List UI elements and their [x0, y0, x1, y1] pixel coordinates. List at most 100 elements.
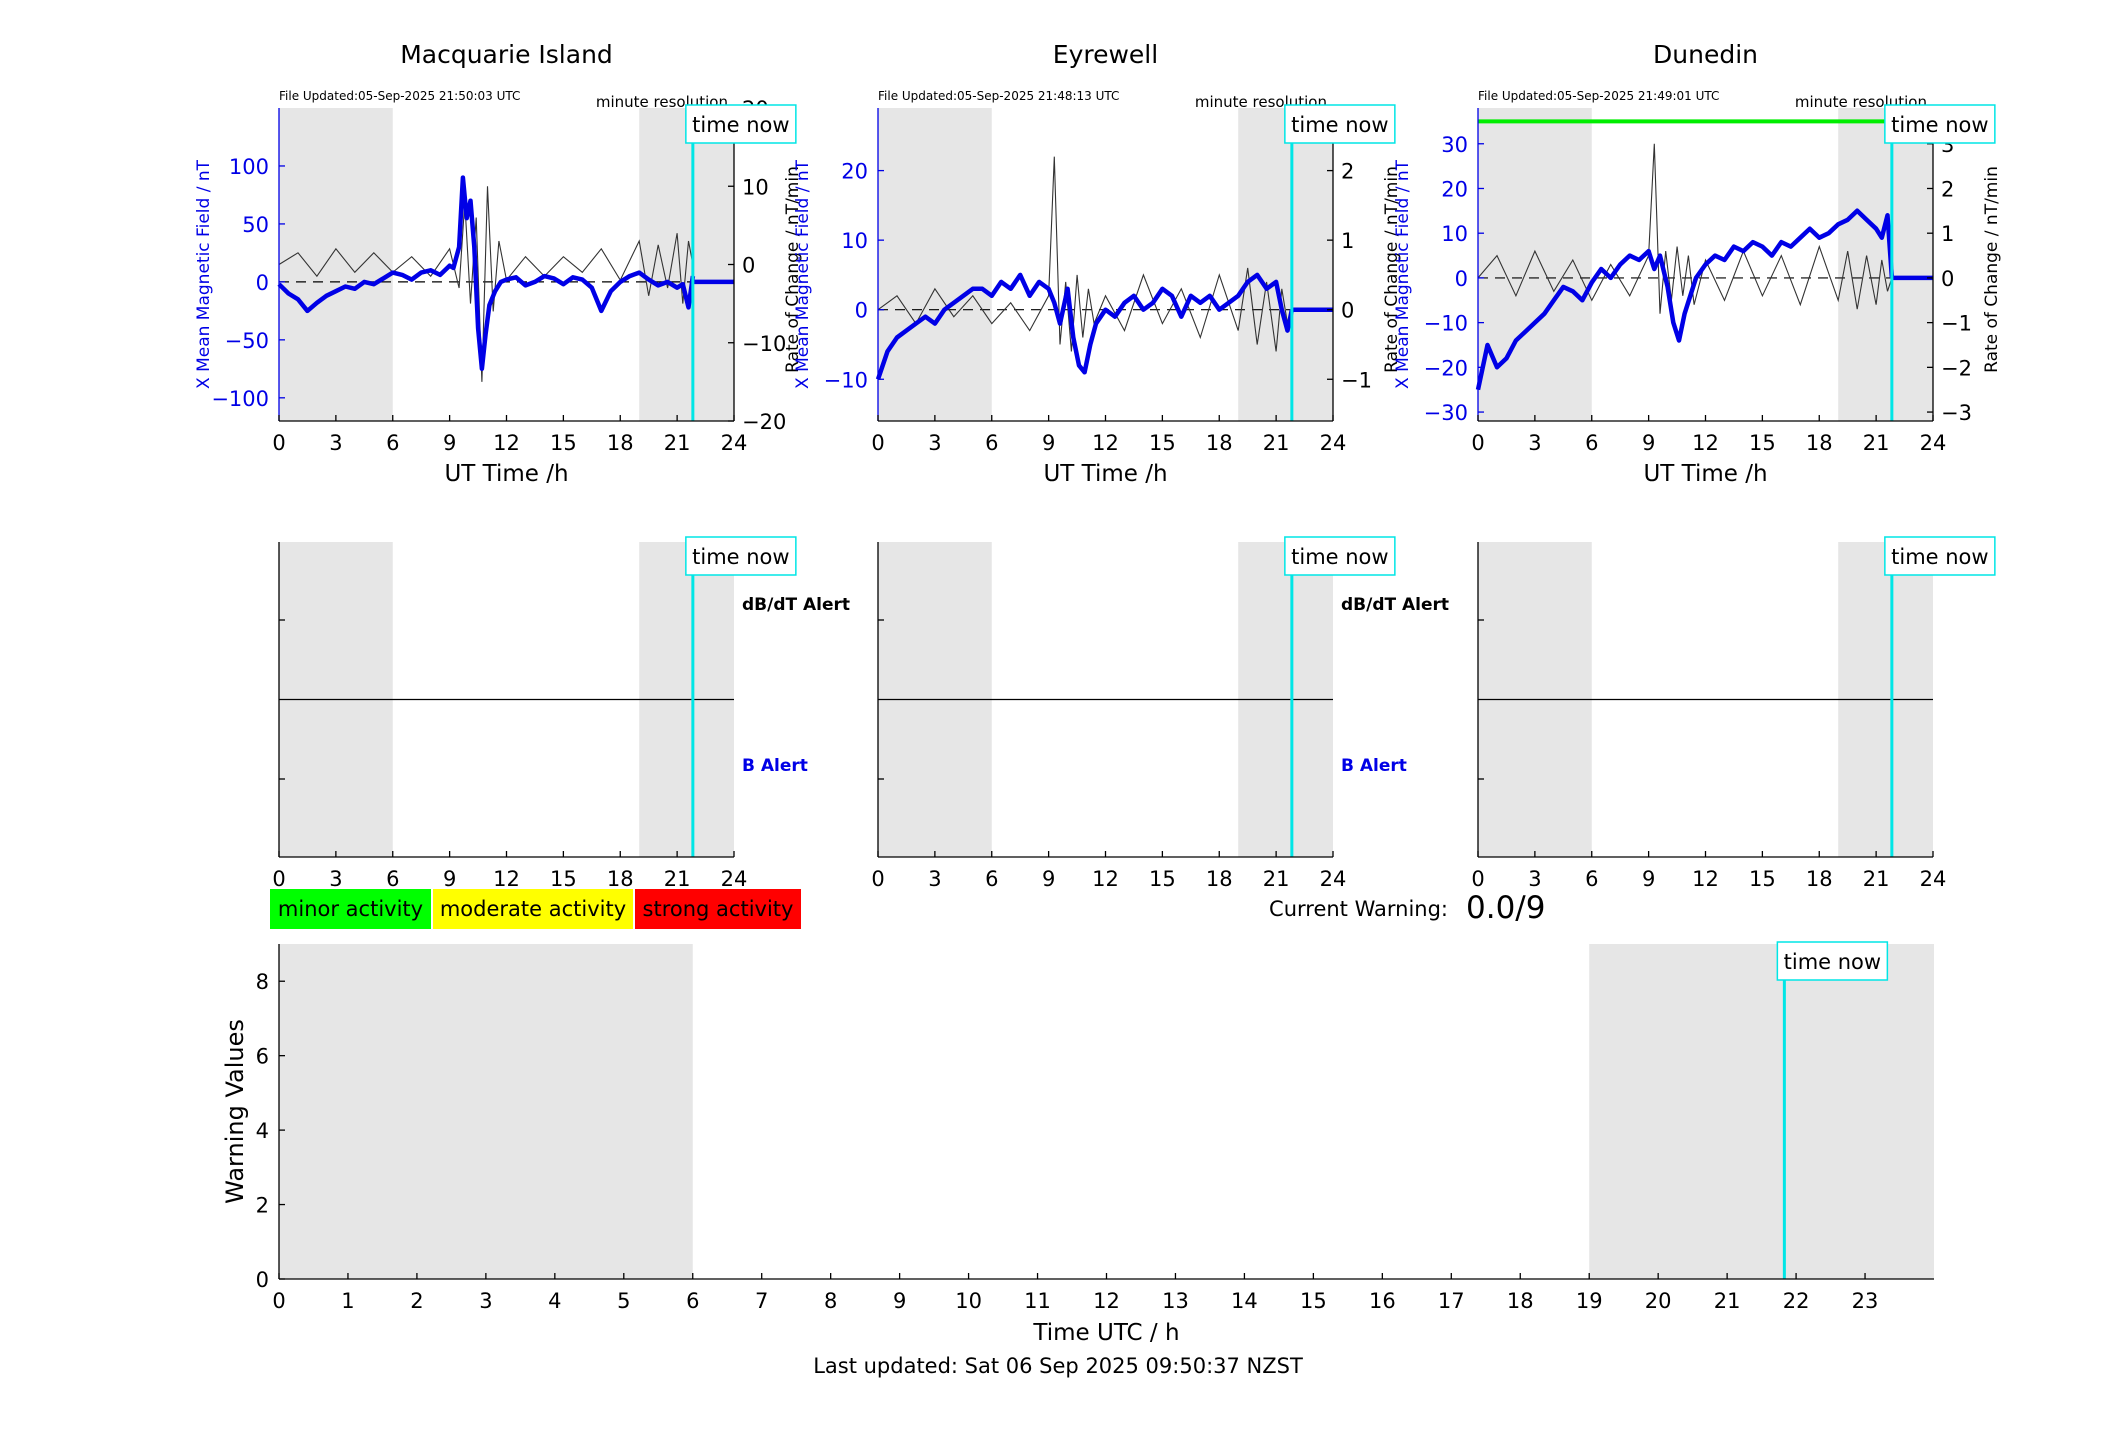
legend-swatch [433, 889, 633, 929]
time-now-label: time now [692, 545, 789, 569]
x-tick-label: 18 [1206, 431, 1233, 455]
station-plot-1: 100500−50−10020100−10−2003691215182124Ma… [194, 40, 803, 487]
y-right-tick-label: 2 [1941, 177, 1954, 201]
x-tick-label: 0 [272, 431, 285, 455]
y-left-tick-label: 0 [855, 299, 868, 323]
x-tick-label: 12 [1092, 431, 1119, 455]
time-now-label: time now [1291, 545, 1388, 569]
y-left-tick-label: 0 [1455, 267, 1468, 291]
y-right-tick-label: 10 [742, 175, 769, 199]
x-tick-label: 0 [272, 867, 285, 891]
y-right-tick-label: −20 [742, 410, 786, 434]
x-tick-label: 21 [1263, 431, 1290, 455]
x-tick-label: 0 [1471, 867, 1484, 891]
shaded-region [279, 944, 693, 1279]
x-tick-label: 15 [1149, 431, 1176, 455]
x-tick-label: 24 [1320, 867, 1347, 891]
x-tick-label: 18 [1206, 867, 1233, 891]
y-right-tick-label: −2 [1941, 356, 1972, 380]
x-tick-label: 2 [410, 1289, 423, 1313]
rate-of-change-series [877, 156, 1293, 352]
x-tick-label: 16 [1369, 1289, 1396, 1313]
x-tick-label: 6 [386, 867, 399, 891]
y-right-tick-label: −3 [1941, 401, 1972, 425]
x-tick-label: 9 [443, 431, 456, 455]
x-field-series [1475, 208, 1895, 391]
y-left-tick-label: −50 [225, 329, 269, 353]
y-left-tick-label: 100 [229, 155, 269, 179]
y-left-tick-label: −20 [1424, 356, 1468, 380]
y-right-tick-label: 0 [1341, 299, 1354, 323]
file-updated-text: File Updated:05-Sep-2025 21:49:01 UTC [1478, 89, 1719, 103]
x-tick-label: 18 [607, 867, 634, 891]
time-now-box [685, 104, 797, 144]
time-now-box [685, 536, 797, 576]
x-tick-label: 15 [1749, 431, 1776, 455]
x-tick-label: 13 [1162, 1289, 1189, 1313]
x-tick-label: 0 [272, 1289, 285, 1313]
x-tick-label: 24 [721, 867, 748, 891]
time-now-box [1776, 941, 1889, 981]
x-tick-label: 21 [1863, 867, 1890, 891]
dbdt-alert-label: dB/dT Alert [1341, 595, 1449, 615]
y-right-tick-label: 0 [742, 254, 755, 278]
y-left-tick-label: 30 [1441, 133, 1468, 157]
x-tick-label: 9 [1042, 431, 1055, 455]
activity-legend: minor activity moderate activity strong ac… [270, 889, 801, 929]
last-updated-text: Last updated: Sat 06 Sep 2025 09:50:37 N… [813, 1354, 1303, 1378]
x-axis-label: UT Time /h [1043, 461, 1167, 487]
y-tick-label: 6 [256, 1045, 269, 1069]
y-right-axis-label: Rate of Change / nT/min [1382, 166, 1402, 373]
shaded-region [1589, 944, 1934, 1279]
alert-panel-3: 0 3 6 9 12 15 18 21 24 time now [1471, 536, 1996, 891]
x-tick-label: 3 [1528, 431, 1541, 455]
shaded-region [878, 108, 992, 421]
x-tick-label: 3 [928, 867, 941, 891]
y-tick-label: 0 [256, 1268, 269, 1292]
y-right-tick-label: 2 [1341, 160, 1354, 184]
time-now-label: time now [1291, 113, 1388, 137]
current-warning: Current Warning: 0.0/9 [1269, 890, 1545, 926]
x-tick-label: 18 [1806, 867, 1833, 891]
x-tick-label: 3 [329, 867, 342, 891]
time-now-box [1284, 104, 1396, 144]
current-warning-value: 0.0/9 [1466, 890, 1545, 926]
legend-label: strong activity [643, 897, 794, 921]
x-tick-label: 6 [985, 867, 998, 891]
file-updated-text: File Updated:05-Sep-2025 21:48:13 UTC [878, 89, 1119, 103]
x-tick-label: 21 [1714, 1289, 1741, 1313]
x-field-series [277, 175, 696, 372]
time-now-label: time now [1891, 113, 1988, 137]
alert-panel-2: 0 3 6 9 12 15 18 21 24 dB/dT Alert B Alert time now [871, 536, 1449, 891]
x-tick-label: 12 [1692, 431, 1719, 455]
rate-of-change-series [278, 186, 694, 382]
y-right-axis-label: Rate of Change / nT/min [783, 166, 803, 373]
x-tick-label: 0 [871, 867, 884, 891]
b-alert-label: B Alert [742, 756, 808, 776]
x-tick-label: 9 [1642, 431, 1655, 455]
y-left-axis-label: X Mean Magnetic Field / nT [194, 159, 214, 389]
y-right-tick-label: 1 [1941, 222, 1954, 246]
y-left-tick-label: −30 [1424, 401, 1468, 425]
x-tick-label: 6 [985, 431, 998, 455]
time-now-label: time now [1784, 950, 1881, 974]
shaded-region [1238, 108, 1333, 421]
x-tick-label: 12 [1692, 867, 1719, 891]
current-warning-label: Current Warning: [1269, 897, 1448, 921]
x-tick-label: 21 [1263, 867, 1290, 891]
rate-of-change-series [1477, 143, 1893, 314]
x-tick-label: 17 [1438, 1289, 1465, 1313]
x-tick-label: 15 [550, 867, 577, 891]
x-tick-label: 23 [1852, 1289, 1879, 1313]
x-tick-label: 9 [1642, 867, 1655, 891]
time-now-box [1884, 536, 1996, 576]
x-tick-label: 3 [329, 431, 342, 455]
y-axis-label: Warning Values [221, 1019, 249, 1204]
time-now-label: time now [1891, 545, 1988, 569]
x-tick-label: 6 [1585, 431, 1598, 455]
x-tick-label: 6 [686, 1289, 699, 1313]
legend-swatch [635, 889, 801, 929]
x-tick-label: 4 [548, 1289, 561, 1313]
